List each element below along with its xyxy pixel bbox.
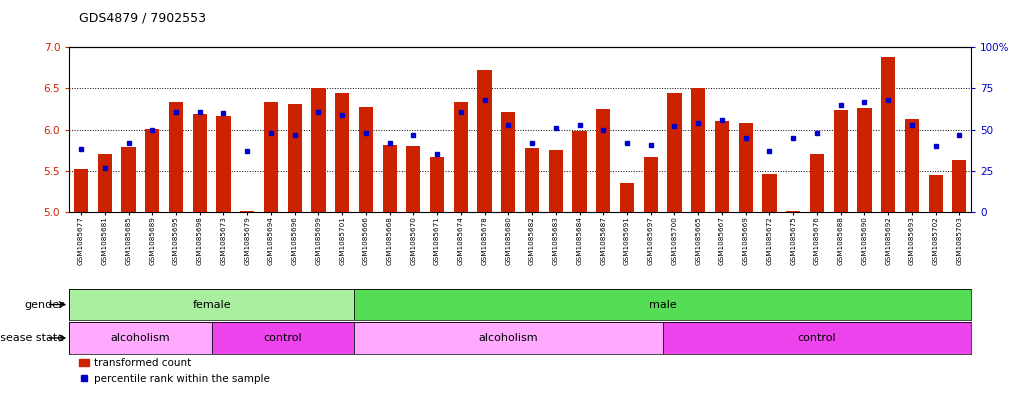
Bar	[240, 211, 254, 212]
Text: gender: gender	[24, 299, 64, 310]
Text: GDS4879 / 7902553: GDS4879 / 7902553	[79, 12, 206, 25]
Text: alcoholism: alcoholism	[479, 333, 538, 343]
Bar	[525, 148, 539, 212]
Bar	[263, 102, 278, 212]
Bar	[857, 108, 872, 212]
Text: control: control	[797, 333, 836, 343]
Bar	[549, 150, 563, 212]
Bar	[288, 104, 302, 212]
Bar	[810, 154, 824, 212]
Bar	[430, 157, 444, 212]
Bar	[905, 119, 919, 212]
Bar	[667, 93, 681, 212]
Bar	[620, 182, 635, 212]
Bar	[354, 289, 971, 320]
Bar	[929, 175, 943, 212]
Bar	[596, 109, 610, 212]
Bar	[952, 160, 966, 212]
Bar	[169, 102, 183, 212]
Bar	[69, 289, 354, 320]
Bar	[382, 145, 397, 212]
Bar	[311, 88, 325, 212]
Bar	[644, 157, 658, 212]
Bar	[477, 70, 491, 212]
Bar	[715, 121, 729, 212]
Text: female: female	[192, 299, 231, 310]
Bar	[354, 322, 663, 354]
Bar	[69, 322, 212, 354]
Bar	[121, 147, 135, 212]
Bar	[786, 211, 800, 212]
Bar	[406, 146, 420, 212]
Bar	[74, 169, 88, 212]
Bar	[692, 88, 706, 212]
Bar	[738, 123, 753, 212]
Bar	[98, 154, 112, 212]
Bar	[217, 116, 231, 212]
Bar	[834, 110, 848, 212]
Bar	[573, 130, 587, 212]
Bar	[145, 129, 160, 212]
Bar	[454, 102, 468, 212]
Text: alcoholism: alcoholism	[111, 333, 170, 343]
Bar	[763, 174, 777, 212]
Bar	[212, 322, 354, 354]
Text: disease state: disease state	[0, 333, 64, 343]
Bar	[881, 57, 895, 212]
Bar	[359, 107, 373, 212]
Bar	[192, 114, 206, 212]
Text: male: male	[649, 299, 676, 310]
Text: control: control	[263, 333, 302, 343]
Bar	[501, 112, 516, 212]
Bar	[663, 322, 971, 354]
Legend: transformed count, percentile rank within the sample: transformed count, percentile rank withi…	[74, 354, 275, 388]
Bar	[335, 94, 349, 212]
